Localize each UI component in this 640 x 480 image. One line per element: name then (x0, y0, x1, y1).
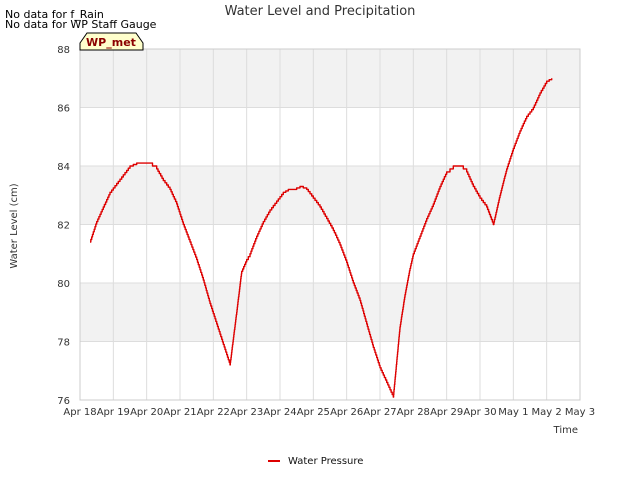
series-line-water-pressure (90, 78, 553, 398)
note-no-staff-gauge: No data for WP Staff Gauge (5, 18, 157, 31)
y-axis-label: Water Level (cm) (9, 183, 20, 268)
x-tick-label: Apr 26 (330, 407, 363, 418)
x-tick-label: Apr 24 (263, 407, 296, 418)
x-tick-label: Apr 25 (297, 407, 330, 418)
x-tick-label: Apr 22 (197, 407, 230, 418)
x-tick-label: Apr 28 (397, 407, 430, 418)
x-axis-label: Time (553, 425, 578, 436)
note-no-rain: No data for f_Rain (5, 8, 104, 21)
plot-frame (79, 48, 581, 401)
y-tick-label: 82 (57, 221, 70, 232)
series-lines (90, 78, 553, 398)
background-band (80, 283, 580, 342)
y-tick-labels: 76 78 80 82 84 86 88 (57, 45, 70, 407)
x-tick-label: May 3 (565, 407, 595, 418)
badge-shape (79, 32, 144, 51)
x-tick-label: May 1 (498, 407, 528, 418)
background-band (80, 49, 580, 108)
horizontal-gridlines (80, 48, 580, 401)
legend-label: Water Pressure (288, 456, 363, 467)
x-tick-label: Apr 30 (463, 407, 496, 418)
x-tick-label: Apr 27 (363, 407, 396, 418)
y-tick-label: 84 (57, 162, 70, 173)
x-tick-label: Apr 29 (430, 407, 463, 418)
x-tick-label: Apr 19 (97, 407, 130, 418)
badge-label: WP_met (86, 36, 136, 49)
x-tick-label: Apr 21 (163, 407, 196, 418)
x-tick-label: Apr 20 (130, 407, 163, 418)
y-tick-label: 88 (57, 45, 70, 56)
x-tick-label: Apr 18 (63, 407, 96, 418)
x-tick-labels: Apr 18 Apr 19 Apr 20 Apr 21 Apr 22 Apr 23 Apr … (63, 407, 595, 418)
y-tick-label: 78 (57, 338, 70, 349)
x-tick-label: May 2 (532, 407, 562, 418)
background-bands (80, 49, 580, 342)
legend: Water Pressure (268, 456, 363, 467)
station-badge: WP_met (79, 32, 144, 51)
chart-title: Water Level and Precipitation (225, 4, 416, 19)
y-tick-label: 76 (57, 396, 70, 407)
y-tick-label: 86 (57, 104, 70, 115)
y-tick-label: 80 (57, 279, 70, 290)
x-tick-label: Apr 23 (230, 407, 263, 418)
